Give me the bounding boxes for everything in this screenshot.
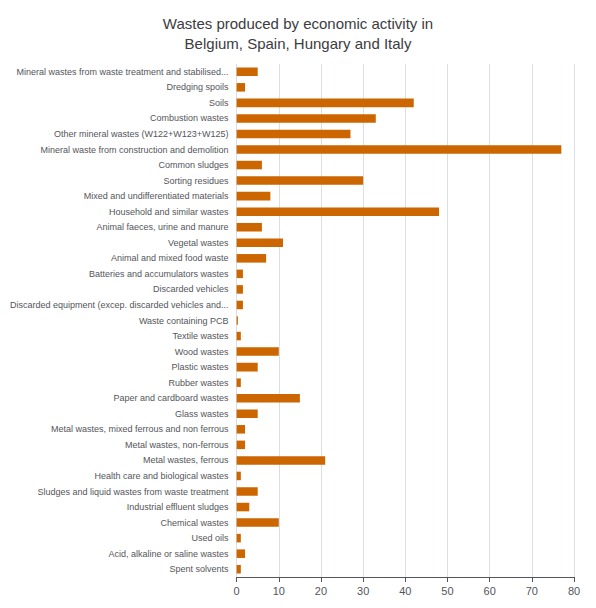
- svg-text:Metal wastes, mixed ferrous an: Metal wastes, mixed ferrous and non ferr…: [51, 424, 229, 434]
- svg-text:Batteries and accumulators was: Batteries and accumulators wastes: [89, 269, 229, 279]
- svg-text:Mixed and undifferentiated mat: Mixed and undifferentiated materials: [84, 191, 229, 201]
- svg-text:Health care and biological was: Health care and biological wastes: [95, 471, 230, 481]
- svg-text:Sorting residues: Sorting residues: [164, 176, 230, 186]
- svg-text:Glass wastes: Glass wastes: [175, 409, 229, 419]
- svg-text:Discarded equipment (excep. di: Discarded equipment (excep. discarded ve…: [10, 300, 229, 310]
- svg-text:Rubber wastes: Rubber wastes: [169, 378, 230, 388]
- svg-text:80: 80: [568, 585, 580, 597]
- svg-text:0: 0: [234, 585, 240, 597]
- svg-text:Metal wastes, non-ferrous: Metal wastes, non-ferrous: [125, 440, 229, 450]
- svg-text:Vegetal wastes: Vegetal wastes: [168, 238, 229, 248]
- svg-text:Other mineral wastes (W122+W12: Other mineral wastes (W122+W123+W125): [54, 129, 229, 139]
- svg-text:Chemical wastes: Chemical wastes: [161, 518, 230, 528]
- svg-text:60: 60: [484, 585, 496, 597]
- svg-text:Sludges and liquid wastes from: Sludges and liquid wastes from waste tre…: [38, 487, 230, 497]
- svg-text:20: 20: [315, 585, 327, 597]
- svg-text:Animal and mixed food waste: Animal and mixed food waste: [111, 253, 229, 263]
- svg-text:Mineral wastes from waste trea: Mineral wastes from waste treatment and …: [17, 67, 229, 77]
- svg-text:Metal wastes, ferrous: Metal wastes, ferrous: [143, 455, 229, 465]
- svg-text:Spent solvents: Spent solvents: [170, 564, 230, 574]
- svg-text:Combustion wastes: Combustion wastes: [150, 113, 229, 123]
- svg-text:Animal faeces, urine and manur: Animal faeces, urine and manure: [97, 222, 229, 232]
- svg-text:Plastic wastes: Plastic wastes: [172, 362, 230, 372]
- svg-text:Common sludges: Common sludges: [159, 160, 230, 170]
- svg-text:Household and similar wastes: Household and similar wastes: [109, 207, 229, 217]
- svg-text:Waste containing PCB: Waste containing PCB: [139, 316, 229, 326]
- svg-text:Discarded vehicles: Discarded vehicles: [153, 284, 229, 294]
- svg-text:70: 70: [526, 585, 538, 597]
- svg-text:Used oils: Used oils: [192, 533, 230, 543]
- svg-text:50: 50: [441, 585, 453, 597]
- svg-text:Industrial effluent sludges: Industrial effluent sludges: [127, 502, 229, 512]
- svg-text:30: 30: [357, 585, 369, 597]
- svg-text:Dredging spoils: Dredging spoils: [167, 82, 230, 92]
- svg-text:Paper and cardboard wastes: Paper and cardboard wastes: [114, 393, 230, 403]
- svg-text:Mineral waste from constructio: Mineral waste from construction and demo…: [41, 145, 229, 155]
- svg-text:Soils: Soils: [209, 98, 229, 108]
- svg-text:Wood wastes: Wood wastes: [175, 347, 229, 357]
- svg-text:Acid, alkaline or saline waste: Acid, alkaline or saline wastes: [109, 549, 230, 559]
- svg-text:Wastes produced by economic ac: Wastes produced by economic activity in: [163, 15, 433, 32]
- svg-text:Textile wastes: Textile wastes: [173, 331, 230, 341]
- svg-text:10: 10: [273, 585, 285, 597]
- svg-text:40: 40: [399, 585, 411, 597]
- svg-text:Belgium, Spain, Hungary and It: Belgium, Spain, Hungary and Italy: [185, 35, 412, 52]
